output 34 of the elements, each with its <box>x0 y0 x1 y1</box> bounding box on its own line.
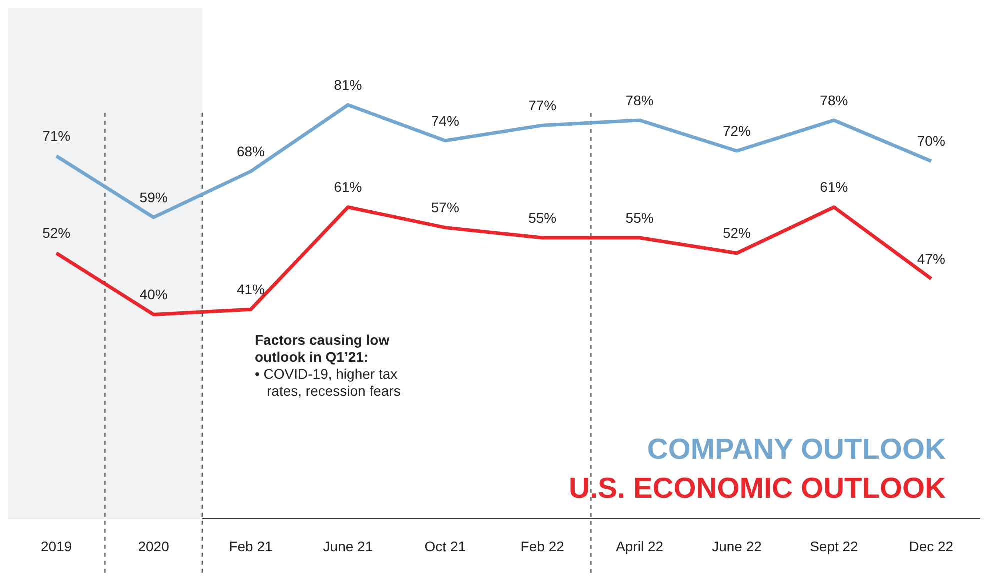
text: Factors causing low outlook in Q1’21: <box>255 332 391 366</box>
data-label: 47% <box>917 250 946 267</box>
data-label: 40% <box>140 286 168 303</box>
data-label: 55% <box>626 210 654 226</box>
data-label: 78% <box>820 92 848 108</box>
data-label: 52% <box>42 225 71 242</box>
data-label: 61% <box>820 179 848 196</box>
data-label: 68% <box>236 143 266 160</box>
data-label: 70% <box>917 133 946 150</box>
data-label: 59% <box>140 189 168 206</box>
text: U.S. ECONOMIC OUTLOOK <box>569 473 946 506</box>
data-label: 77% <box>528 97 557 114</box>
data-label: 72% <box>722 122 752 139</box>
x-tick-label: Feb 22 <box>520 538 565 554</box>
data-label: 81% <box>334 76 362 93</box>
text: • COVID-19, higher tax rates, recession fears <box>255 366 402 400</box>
x-tick-label: 2020 <box>138 538 170 554</box>
data-label: 78% <box>626 92 654 108</box>
data-label: 41% <box>236 281 266 298</box>
x-tick-label: 2019 <box>41 538 72 554</box>
data-label: 74% <box>431 112 460 129</box>
data-label: 55% <box>528 210 557 226</box>
data-label: 61% <box>334 179 362 196</box>
data-label: 71% <box>42 128 71 144</box>
x-tick-label: Dec 22 <box>909 538 954 554</box>
x-tick-label: Oct 21 <box>424 538 466 554</box>
x-tick-label: June 22 <box>712 538 762 554</box>
x-tick-label: Sept 22 <box>810 538 859 554</box>
x-tick-label: June 21 <box>323 538 374 554</box>
x-tick-label: Feb 21 <box>229 538 274 554</box>
x-tick-label: April 22 <box>616 538 664 554</box>
text: COMPANY OUTLOOK <box>647 434 946 467</box>
data-label: 57% <box>431 200 460 216</box>
data-label: 52% <box>722 225 752 242</box>
